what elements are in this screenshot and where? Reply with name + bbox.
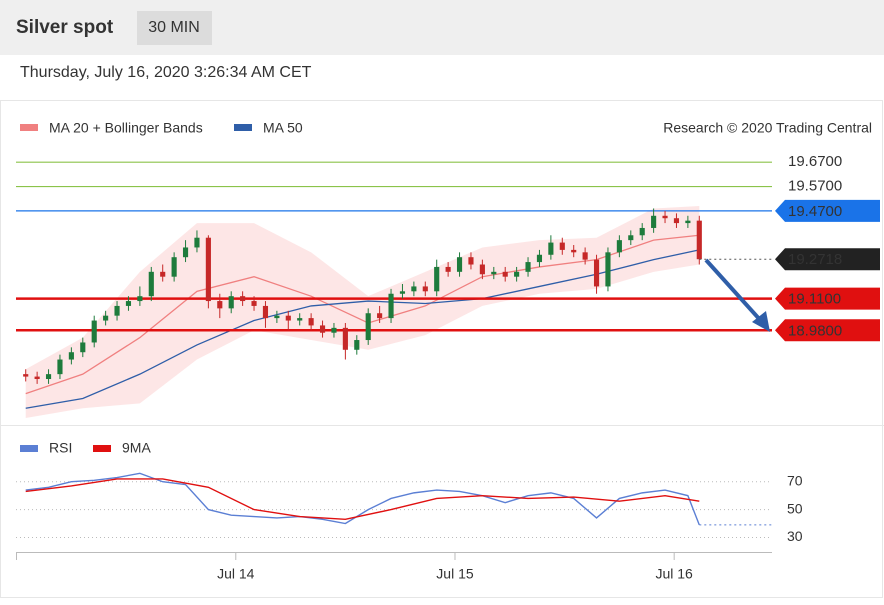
candle-body (456, 257, 463, 272)
level-label: 19.6700 (788, 153, 842, 170)
candle-body (639, 227, 645, 236)
legend-swatch (20, 445, 38, 452)
interval[interactable]: 30 MIN (148, 19, 200, 36)
candle-body (696, 220, 702, 260)
candle-body (411, 286, 417, 292)
candle-body (171, 257, 177, 277)
candle-body (251, 301, 257, 306)
forecast-arrowhead (752, 311, 770, 332)
header-bar (0, 0, 884, 55)
candle-body (548, 242, 554, 255)
y-tick-label: 70 (787, 472, 803, 488)
candle-body (525, 262, 531, 272)
candle-body (125, 301, 132, 306)
candle-body (434, 266, 440, 292)
level-tag (775, 199, 880, 222)
candle-body (685, 220, 691, 224)
level-tag (775, 287, 880, 310)
candle-body (377, 313, 383, 319)
legend-swatch (93, 445, 111, 452)
candle-body (23, 374, 29, 377)
candle-body (308, 318, 314, 326)
candle-body (137, 296, 143, 302)
candle-body (45, 374, 52, 380)
candle-body (297, 318, 303, 321)
candle-body (662, 215, 668, 219)
candle-body (445, 266, 451, 272)
candle-body (559, 242, 565, 250)
legend-label: RSI (49, 440, 72, 456)
candle-body (103, 315, 109, 321)
candle-body (91, 320, 97, 343)
candle-body (319, 325, 326, 333)
candle-body (399, 291, 406, 294)
candle-body (651, 215, 657, 228)
candle-body (502, 271, 508, 277)
candle-body (274, 315, 280, 319)
candle-body (571, 249, 577, 253)
candle-body (593, 259, 600, 287)
candle-body (342, 327, 348, 350)
last-price-label: 19.2718 (788, 251, 842, 268)
legend-label: 9MA (122, 440, 151, 456)
candle-body (68, 352, 74, 360)
forecast-arrow (704, 258, 764, 324)
candle-body (491, 271, 497, 275)
y-tick-label: 50 (787, 500, 803, 516)
level-label: 18.9800 (788, 322, 842, 339)
candle-body (422, 286, 428, 292)
candle-body (479, 264, 485, 275)
candle-body (673, 218, 680, 224)
candle-body (80, 342, 86, 353)
candle-body (331, 327, 337, 333)
level-tag (775, 319, 880, 342)
candle-body (514, 271, 520, 277)
candle-body (114, 305, 120, 316)
candle-body (57, 359, 63, 375)
candle-body (160, 271, 166, 277)
x-tick-label: Jul 14 (217, 566, 255, 582)
candle-body (194, 237, 200, 248)
candle-body (582, 252, 588, 260)
candle-body (228, 296, 234, 309)
candle-body (628, 235, 634, 241)
candle-body (388, 293, 394, 319)
interval-badge[interactable] (137, 11, 212, 45)
candle-body (536, 254, 543, 263)
candle-body (365, 313, 371, 341)
candle-body (262, 305, 269, 319)
level-label: 19.4700 (788, 203, 842, 220)
legend-label: MA 20 + Bollinger Bands (49, 120, 203, 136)
last-price-tag (775, 248, 880, 271)
title: Silver spot (16, 17, 114, 38)
candle-body (468, 257, 474, 265)
level-label: 19.1100 (788, 291, 841, 308)
series-line (25, 478, 700, 521)
legend-swatch (20, 124, 38, 131)
credit: Research © 2020 Trading Central (663, 120, 872, 136)
frame (0, 100, 883, 598)
legend-label: MA 50 (263, 120, 303, 136)
bollinger-band (25, 206, 700, 418)
candle-body (354, 340, 360, 350)
series-line (25, 472, 700, 526)
candle-body (148, 271, 154, 297)
candle-body (217, 301, 223, 309)
candle-body (34, 376, 40, 380)
x-tick-label: Jul 15 (436, 566, 474, 582)
timestamp: Thursday, July 16, 2020 3:26:34 AM CET (20, 64, 312, 81)
y-tick-label: 30 (787, 528, 803, 544)
candle-body (605, 252, 611, 287)
candle-body (616, 240, 622, 253)
x-tick-label: Jul 16 (655, 566, 693, 582)
legend-swatch (234, 124, 252, 131)
candle-body (182, 247, 189, 258)
candle-body (205, 237, 211, 302)
candle-body (240, 296, 246, 302)
candle-body (285, 315, 291, 321)
level-label: 19.5700 (788, 178, 842, 195)
